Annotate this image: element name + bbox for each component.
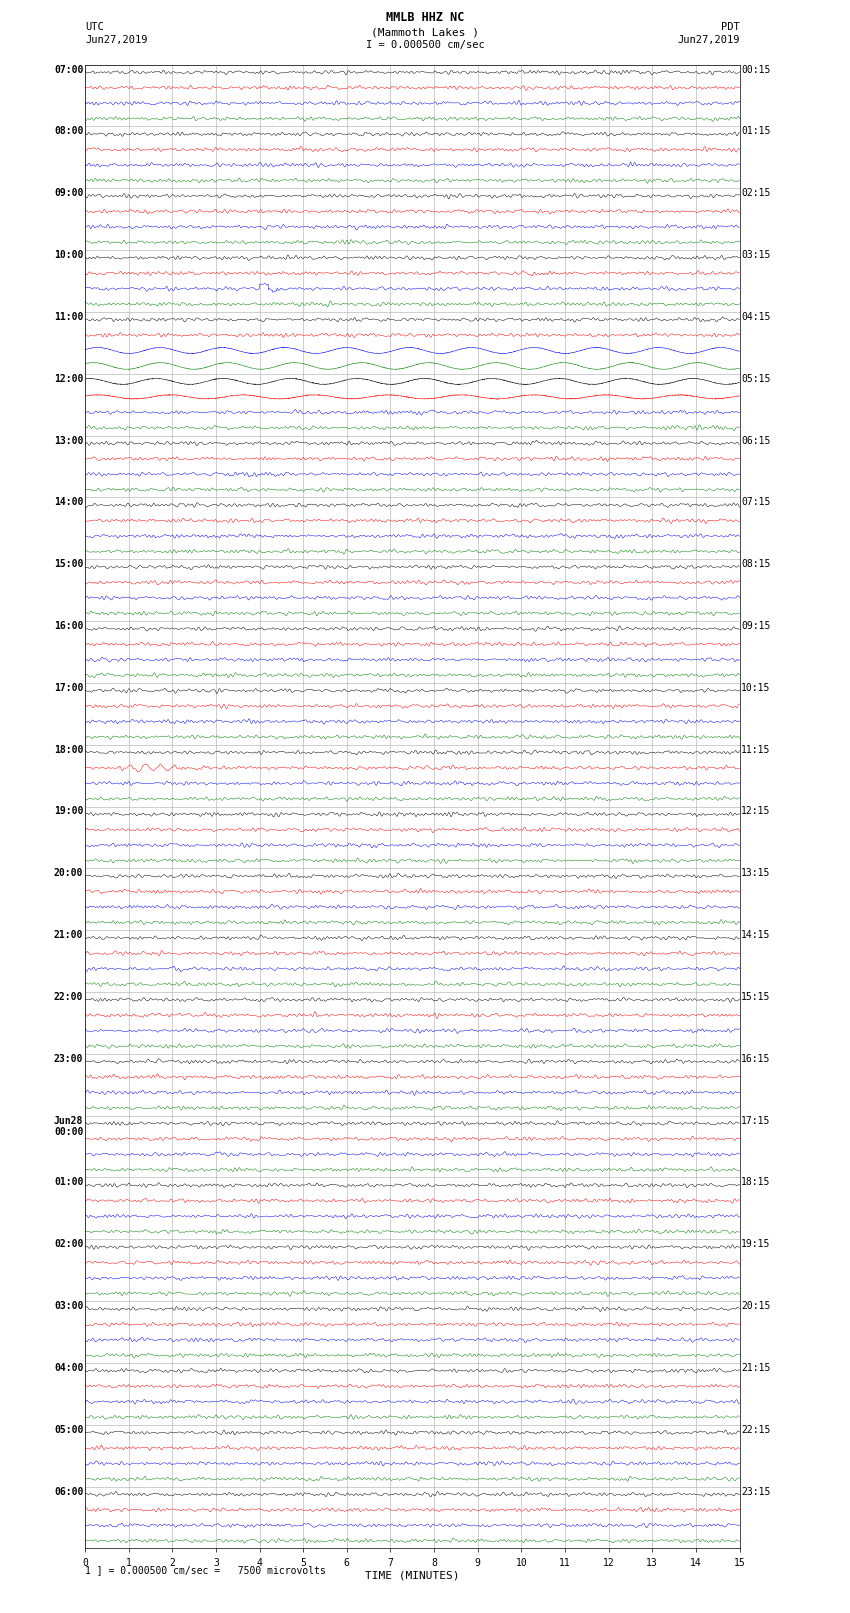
Text: 07:15: 07:15: [741, 497, 771, 508]
Text: 18:00: 18:00: [54, 745, 83, 755]
Text: (Mammoth Lakes ): (Mammoth Lakes ): [371, 27, 479, 37]
Text: 06:00: 06:00: [54, 1487, 83, 1497]
Text: 11:15: 11:15: [741, 745, 771, 755]
Text: 04:15: 04:15: [741, 311, 771, 323]
Text: 23:15: 23:15: [741, 1487, 771, 1497]
Text: 15:00: 15:00: [54, 560, 83, 569]
Text: 13:15: 13:15: [741, 868, 771, 879]
Text: 10:00: 10:00: [54, 250, 83, 260]
Text: 14:15: 14:15: [741, 931, 771, 940]
Text: 21:15: 21:15: [741, 1363, 771, 1373]
Text: 16:15: 16:15: [741, 1053, 771, 1065]
Text: 17:00: 17:00: [54, 682, 83, 694]
Text: 08:00: 08:00: [54, 126, 83, 137]
Text: UTC: UTC: [85, 23, 104, 32]
Text: 01:15: 01:15: [741, 126, 771, 137]
Text: 06:15: 06:15: [741, 436, 771, 445]
Text: 11:00: 11:00: [54, 311, 83, 323]
Text: 22:15: 22:15: [741, 1424, 771, 1436]
Text: Jun28
00:00: Jun28 00:00: [54, 1116, 83, 1137]
Text: Jun27,2019: Jun27,2019: [85, 35, 148, 45]
Text: 12:00: 12:00: [54, 374, 83, 384]
Text: 10:15: 10:15: [741, 682, 771, 694]
Text: 02:00: 02:00: [54, 1239, 83, 1250]
Text: 19:00: 19:00: [54, 806, 83, 816]
Text: 19:15: 19:15: [741, 1239, 771, 1250]
Text: 05:00: 05:00: [54, 1424, 83, 1436]
Text: 04:00: 04:00: [54, 1363, 83, 1373]
Text: 07:00: 07:00: [54, 65, 83, 74]
Text: 21:00: 21:00: [54, 931, 83, 940]
Text: 09:15: 09:15: [741, 621, 771, 631]
Text: 14:00: 14:00: [54, 497, 83, 508]
Text: 15:15: 15:15: [741, 992, 771, 1002]
Text: 01:00: 01:00: [54, 1177, 83, 1187]
Text: 20:00: 20:00: [54, 868, 83, 879]
Text: 12:15: 12:15: [741, 806, 771, 816]
Text: 18:15: 18:15: [741, 1177, 771, 1187]
Text: 22:00: 22:00: [54, 992, 83, 1002]
Text: 09:00: 09:00: [54, 189, 83, 198]
Text: 02:15: 02:15: [741, 189, 771, 198]
Text: PDT: PDT: [721, 23, 740, 32]
Text: Jun27,2019: Jun27,2019: [677, 35, 740, 45]
Text: 03:00: 03:00: [54, 1302, 83, 1311]
Text: 1 ] = 0.000500 cm/sec =   7500 microvolts: 1 ] = 0.000500 cm/sec = 7500 microvolts: [85, 1565, 326, 1574]
Text: MMLB HHZ NC: MMLB HHZ NC: [386, 11, 464, 24]
Text: 13:00: 13:00: [54, 436, 83, 445]
Text: 20:15: 20:15: [741, 1302, 771, 1311]
Text: 08:15: 08:15: [741, 560, 771, 569]
Text: I = 0.000500 cm/sec: I = 0.000500 cm/sec: [366, 40, 484, 50]
Text: 16:00: 16:00: [54, 621, 83, 631]
Text: 03:15: 03:15: [741, 250, 771, 260]
Text: 23:00: 23:00: [54, 1053, 83, 1065]
X-axis label: TIME (MINUTES): TIME (MINUTES): [365, 1571, 460, 1581]
Text: 17:15: 17:15: [741, 1116, 771, 1126]
Text: 00:15: 00:15: [741, 65, 771, 74]
Text: 05:15: 05:15: [741, 374, 771, 384]
